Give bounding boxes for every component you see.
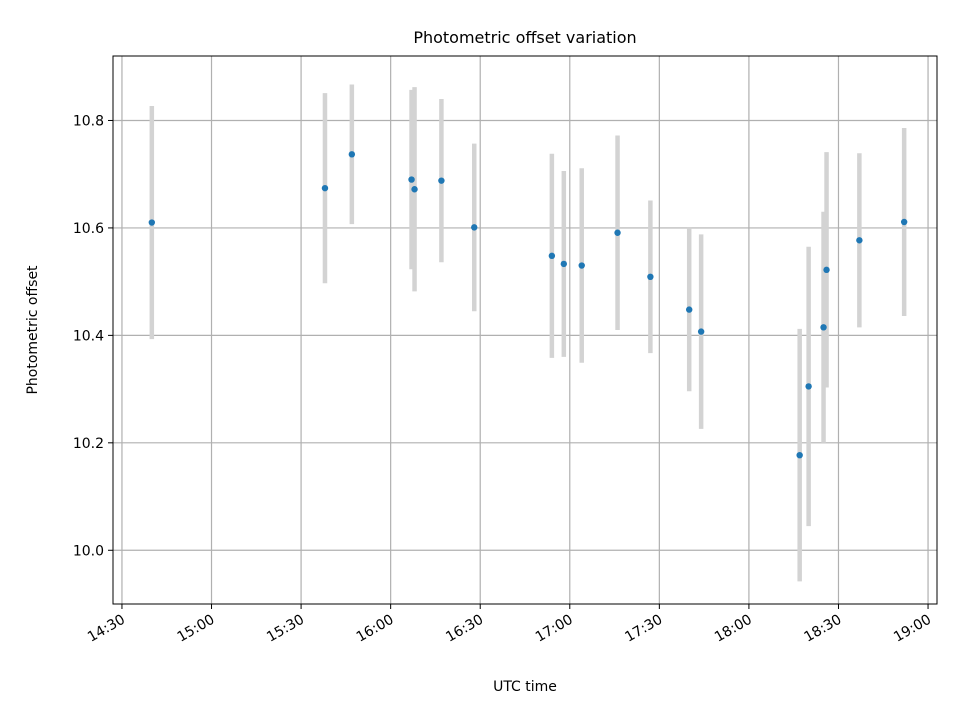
data-point xyxy=(408,176,415,183)
data-point xyxy=(560,260,568,268)
data-point xyxy=(823,266,830,274)
data-point xyxy=(820,324,827,331)
data-point xyxy=(697,328,705,335)
data-point xyxy=(148,219,156,226)
y-tick-label: 10.0 xyxy=(73,543,104,559)
data-point xyxy=(471,224,478,231)
data-point xyxy=(796,451,803,459)
plot-frame xyxy=(112,55,938,605)
data-points xyxy=(148,151,908,459)
data-point xyxy=(438,177,445,184)
data-point xyxy=(805,383,812,390)
y-axis-ticks: 10.0 10.2 10.4 10.6 10.8 xyxy=(73,113,113,559)
chart-title: Photometric offset variation xyxy=(413,28,636,47)
data-point xyxy=(900,218,908,226)
data-point xyxy=(348,151,356,158)
y-tick-label: 10.2 xyxy=(73,436,104,452)
data-point xyxy=(614,229,621,236)
y-axis-label: Photometric offset xyxy=(25,265,41,395)
x-axis-label: UTC time xyxy=(493,679,557,695)
data-point xyxy=(647,273,654,281)
y-tick-label: 10.4 xyxy=(73,328,104,344)
y-tick-label: 10.8 xyxy=(73,113,104,129)
data-point xyxy=(578,262,585,269)
data-point xyxy=(686,306,693,313)
data-point xyxy=(411,186,418,193)
data-point xyxy=(321,184,329,192)
y-tick-label: 10.6 xyxy=(73,221,104,237)
data-point xyxy=(548,252,556,260)
data-point xyxy=(856,237,863,244)
